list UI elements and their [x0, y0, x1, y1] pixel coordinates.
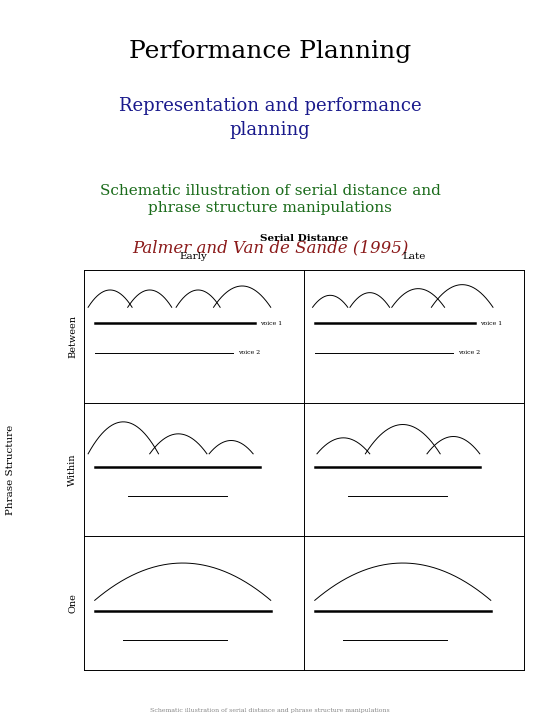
Text: Schematic illustration of serial distance and phrase structure manipulations: Schematic illustration of serial distanc…	[150, 708, 390, 713]
Text: Performance Planning: Performance Planning	[129, 40, 411, 63]
Text: Representation and performance
planning: Representation and performance planning	[119, 97, 421, 139]
Text: voice 2: voice 2	[238, 350, 260, 355]
Text: Within: Within	[69, 454, 77, 486]
Text: Early: Early	[180, 253, 208, 261]
Text: voice 1: voice 1	[480, 321, 502, 325]
Text: Serial Distance: Serial Distance	[260, 233, 348, 243]
Text: Phrase Structure: Phrase Structure	[6, 425, 16, 515]
Text: Late: Late	[402, 253, 426, 261]
Text: Palmer and Van de Sande (1995): Palmer and Van de Sande (1995)	[132, 239, 408, 256]
Text: voice 2: voice 2	[458, 350, 480, 355]
Text: voice 1: voice 1	[260, 321, 282, 325]
Text: Schematic illustration of serial distance and
phrase structure manipulations: Schematic illustration of serial distanc…	[99, 184, 441, 215]
Text: One: One	[69, 593, 77, 613]
Text: Between: Between	[69, 315, 77, 358]
